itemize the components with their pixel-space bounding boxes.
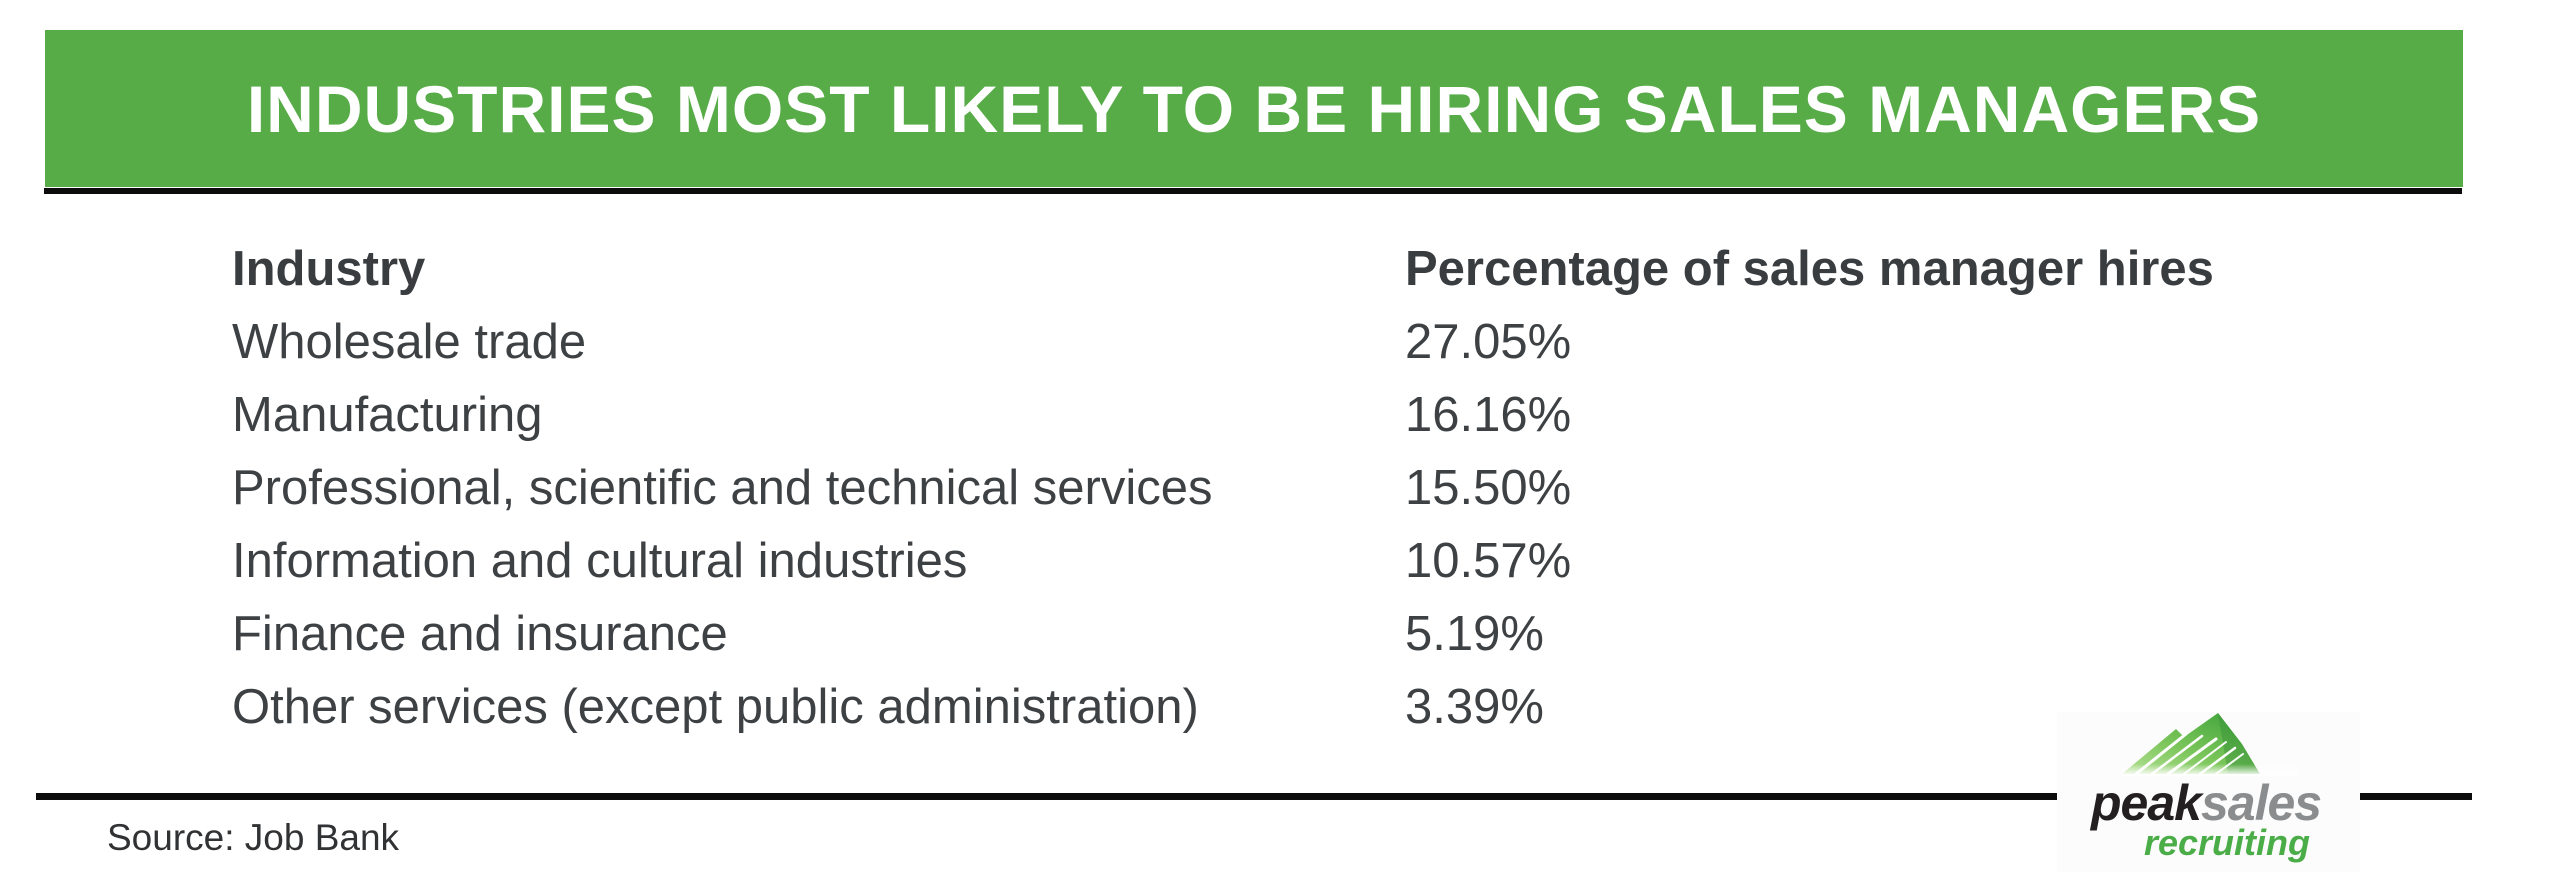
mountain-peaks-icon [2122,713,2297,776]
logo-wordmark: peaksales [2091,775,2322,831]
cell-industry: Finance and insurance [232,607,728,661]
table-row: Manufacturing 16.16% [232,379,2214,452]
cell-percentage: 27.05% [1405,315,1572,369]
source-note: Source: Job Bank [107,817,400,858]
cell-percentage: 5.19% [1405,607,1544,661]
table-row: Professional, scientific and technical s… [232,452,2214,525]
table-row: Information and cultural industries 10.5… [232,525,2214,598]
page-title: INDUSTRIES MOST LIKELY TO BE HIRING SALE… [246,71,2262,146]
logo-tagline: recruiting [2143,822,2310,863]
cell-industry: Other services (except public administra… [232,680,1199,734]
header-banner: INDUSTRIES MOST LIKELY TO BE HIRING SALE… [45,30,2463,187]
cell-percentage: 15.50% [1405,461,1572,515]
table-header-row: Industry Percentage of sales manager hir… [232,233,2214,306]
cell-percentage: 10.57% [1405,534,1572,588]
table-row: Finance and insurance 5.19% [232,598,2214,671]
cell-industry: Professional, scientific and technical s… [232,461,1213,515]
column-header-percentage: Percentage of sales manager hires [1405,242,2214,296]
table-row: Other services (except public administra… [232,671,2214,744]
cell-percentage: 3.39% [1405,680,1544,734]
cell-industry: Wholesale trade [232,315,587,369]
cell-industry: Information and cultural industries [232,534,968,588]
table-row: Wholesale trade 27.05% [232,306,2214,379]
bottom-divider [36,793,2472,800]
industry-table: Industry Percentage of sales manager hir… [232,233,2214,744]
cell-percentage: 16.16% [1405,388,1572,442]
column-header-industry: Industry [232,242,426,296]
logo-word-peak: peak [2091,775,2202,831]
top-divider [44,188,2462,194]
cell-industry: Manufacturing [232,388,543,442]
peaksales-logo: peaksales recruiting [2057,712,2360,872]
logo-word-sales: sales [2200,775,2322,831]
